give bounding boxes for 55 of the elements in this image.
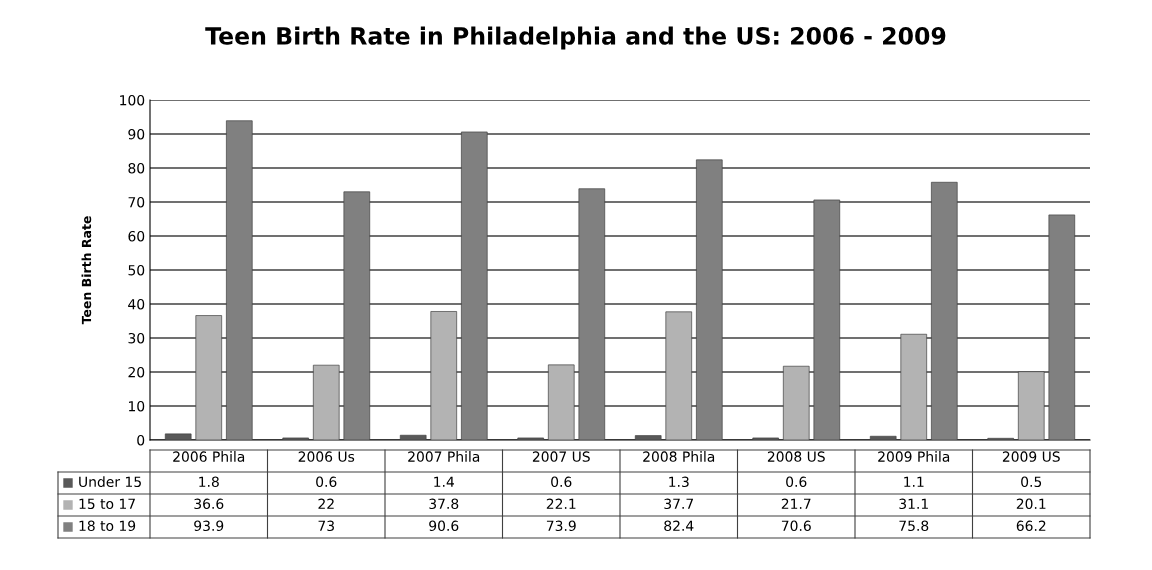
data-label: 0.6 xyxy=(551,476,572,488)
y-tick-label: 70 xyxy=(128,196,145,208)
data-label: 37.8 xyxy=(429,498,459,510)
data-label: 82.4 xyxy=(664,520,694,532)
legend-label: 15 to 17 xyxy=(79,498,135,510)
data-label: 90.6 xyxy=(429,520,459,532)
bar xyxy=(399,434,427,440)
y-tick-label: 20 xyxy=(128,366,145,378)
data-label: 93.9 xyxy=(194,520,224,532)
y-tick-label: 100 xyxy=(120,94,145,106)
data-label: 37.7 xyxy=(664,498,694,510)
data-label: 0.5 xyxy=(1021,476,1042,488)
y-tick-label: 90 xyxy=(128,128,145,140)
data-label: 73 xyxy=(318,520,334,532)
y-tick-label: 10 xyxy=(128,400,145,412)
x-tick-label: 2006 Phila xyxy=(173,451,245,462)
data-label: 73.9 xyxy=(546,520,576,532)
data-label: 66.2 xyxy=(1016,520,1046,532)
bar xyxy=(869,435,897,440)
data-label: 1.3 xyxy=(669,476,689,488)
data-label: 21.7 xyxy=(781,498,811,509)
data-label: 1.4 xyxy=(434,476,455,487)
x-tick-label: 2007 Phila xyxy=(408,451,480,462)
data-label: 31.1 xyxy=(899,498,928,510)
data-label: 1.1 xyxy=(904,476,924,487)
x-tick-label: 2007 US xyxy=(532,451,590,462)
data-label: 22.1 xyxy=(546,498,576,509)
legend-label: 18 to 19 xyxy=(79,520,136,532)
y-tick-label: 80 xyxy=(128,162,145,174)
data-label: 75.8 xyxy=(899,520,929,532)
y-axis-title: Teen Birth Rate xyxy=(81,216,92,325)
bar xyxy=(752,437,779,440)
y-tick-label: 60 xyxy=(128,230,145,242)
y-tick-label: 50 xyxy=(128,264,145,276)
bar xyxy=(164,433,192,440)
y-tick-label: 0 xyxy=(137,434,145,446)
x-tick-label: 2009 US xyxy=(1002,451,1060,462)
x-tick-label: 2008 US xyxy=(767,451,825,462)
bar xyxy=(517,437,544,440)
bar xyxy=(282,437,309,440)
data-label: 36.6 xyxy=(194,498,224,510)
x-tick-label: 2008 Phila xyxy=(643,451,715,462)
data-label: 20.1 xyxy=(1016,498,1046,510)
data-label: 0.6 xyxy=(316,476,337,488)
y-tick-label: 40 xyxy=(128,298,145,310)
data-label: 70.6 xyxy=(781,520,811,532)
y-tick-label: 30 xyxy=(128,332,145,344)
data-label: 0.6 xyxy=(786,476,807,488)
chart-title: Teen Birth Rate in Philadelphia and the US: 2006 - 2009 xyxy=(205,26,946,50)
data-label: 1.8 xyxy=(199,476,219,488)
legend-label: Under 15 xyxy=(79,476,141,488)
x-tick-label: 2009 Phila xyxy=(878,451,950,462)
bar xyxy=(634,435,662,440)
data-label: 22 xyxy=(318,498,334,509)
x-tick-label: 2006 Us xyxy=(298,451,355,462)
